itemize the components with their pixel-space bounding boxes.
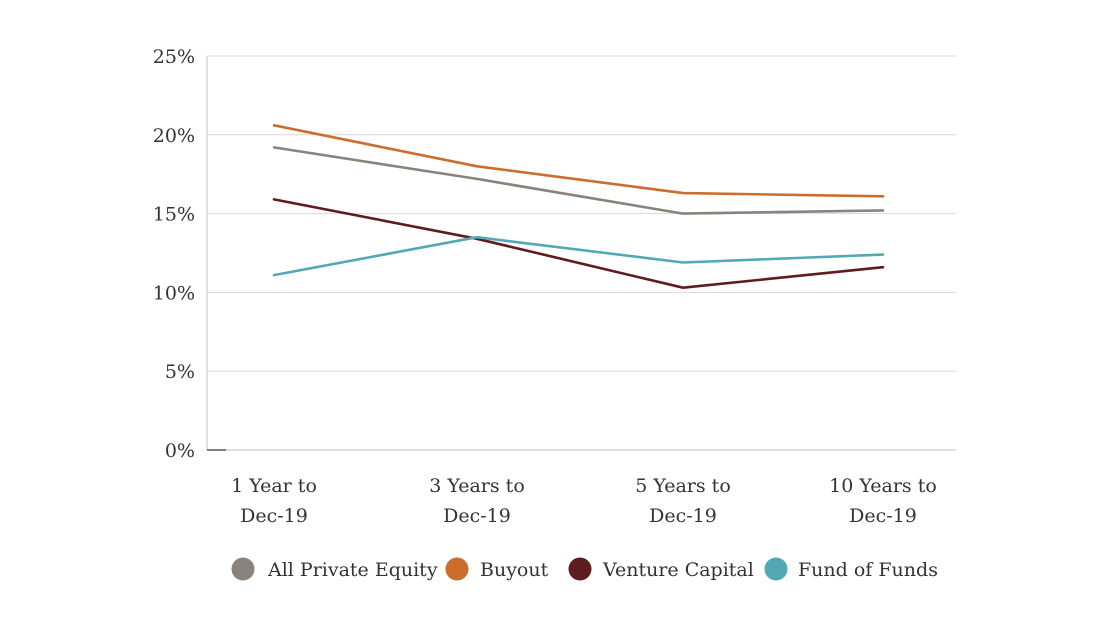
gridlines (207, 55, 956, 372)
legend-label-buyout: Buyout (480, 559, 549, 581)
x-tick-label: 1 Year to Dec-19 (231, 475, 317, 527)
series-line-venture-capital (272, 198, 885, 290)
legend-label-fund-of-funds: Fund of Funds (798, 559, 938, 581)
series-line-all-private-equity (272, 146, 885, 215)
x-axis-ticks: 1 Year to Dec-19 3 Years to Dec-19 5 Years t… (231, 475, 937, 527)
y-tick-label: 25% (153, 46, 195, 68)
x-tick-label: 10 Years to Dec-19 (829, 475, 937, 527)
x-tick-label: 3 Years to Dec-19 (429, 475, 525, 527)
series-lines (272, 124, 885, 290)
legend-swatch-buyout (445, 557, 469, 581)
legend-label-all-private-equity: All Private Equity (267, 559, 438, 581)
y-tick-label: 5% (165, 361, 195, 383)
y-tick-label: 20% (153, 125, 195, 147)
legend-swatch-venture-capital (568, 557, 592, 581)
y-tick-label: 0% (165, 440, 195, 462)
y-tick-label: 15% (153, 204, 195, 226)
legend: All Private Equity Buyout Venture Capital F… (231, 557, 938, 581)
series-line-buyout (272, 124, 885, 198)
series-line-fund-of-funds (272, 235, 885, 277)
x-tick-label: 5 Years to Dec-19 (635, 475, 731, 527)
legend-swatch-all-private-equity (231, 557, 255, 581)
y-tick-label: 10% (153, 282, 195, 304)
y-axis-ticks: 0% 5% 10% 15% 20% 25% (153, 46, 195, 462)
legend-swatch-fund-of-funds (764, 557, 788, 581)
axes (206, 56, 956, 451)
legend-label-venture-capital: Venture Capital (602, 559, 754, 581)
